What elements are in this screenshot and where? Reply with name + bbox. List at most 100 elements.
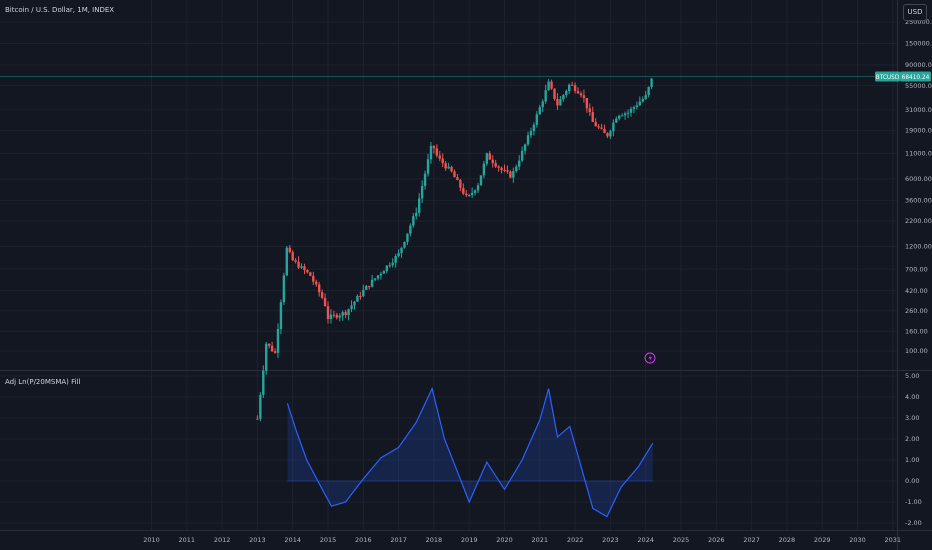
candle-body bbox=[500, 167, 503, 171]
candle-body bbox=[644, 95, 647, 99]
candle-body bbox=[550, 81, 553, 89]
candle-body bbox=[394, 256, 397, 263]
candle bbox=[423, 170, 427, 190]
candle bbox=[623, 111, 627, 120]
candle bbox=[553, 88, 556, 101]
candle bbox=[556, 93, 559, 110]
candle-body bbox=[297, 261, 300, 268]
candle-body bbox=[479, 175, 483, 186]
candle-body bbox=[444, 163, 447, 169]
candle bbox=[479, 175, 483, 186]
candle-body bbox=[262, 370, 265, 395]
candle bbox=[376, 275, 380, 281]
candle bbox=[576, 87, 580, 94]
candle-body bbox=[323, 297, 327, 307]
price-tick-label: 420.00 bbox=[905, 287, 928, 295]
price-tick-label: 19000.00 bbox=[905, 127, 932, 135]
time-tick-label: 2021 bbox=[532, 536, 549, 544]
candle-body bbox=[629, 108, 633, 113]
candle bbox=[265, 342, 268, 375]
candle-body bbox=[491, 159, 494, 164]
candle-body bbox=[415, 212, 418, 217]
candle-body bbox=[385, 265, 389, 272]
candle-body bbox=[620, 115, 624, 117]
candle bbox=[338, 313, 341, 322]
candle bbox=[279, 299, 283, 335]
time-tick-label: 2029 bbox=[814, 536, 831, 544]
candle-body bbox=[294, 260, 297, 262]
candle bbox=[494, 159, 497, 168]
time-tick-label: 2031 bbox=[885, 536, 902, 544]
candle-body bbox=[423, 173, 427, 187]
candle bbox=[532, 122, 536, 136]
candle bbox=[506, 165, 509, 174]
currency-button[interactable]: USD bbox=[903, 4, 927, 21]
time-tick-label: 2020 bbox=[496, 536, 513, 544]
price-tick-label: 90000.00 bbox=[905, 61, 932, 69]
candle-body bbox=[447, 166, 450, 169]
price-tick-label: 260.00 bbox=[905, 307, 928, 315]
candle-body bbox=[341, 312, 344, 316]
candle bbox=[332, 310, 336, 318]
candle bbox=[644, 90, 647, 100]
candle-body bbox=[465, 193, 468, 196]
candle bbox=[417, 192, 421, 217]
candle bbox=[529, 127, 533, 139]
candle bbox=[612, 119, 615, 137]
indicator-tick-label: -2.00 bbox=[905, 519, 922, 527]
candle bbox=[459, 178, 462, 192]
price-tick-label: 100.00 bbox=[905, 347, 928, 355]
time-tick-label: 2013 bbox=[249, 536, 266, 544]
candle-body bbox=[553, 88, 556, 99]
price-tick-label: 3600.00 bbox=[905, 197, 932, 205]
candle-body bbox=[353, 301, 356, 306]
candle bbox=[409, 223, 412, 237]
time-tick-label: 2010 bbox=[143, 536, 160, 544]
candle bbox=[329, 309, 333, 324]
candle bbox=[618, 114, 621, 121]
candle-body bbox=[356, 295, 359, 302]
candle bbox=[291, 250, 294, 262]
candle-body bbox=[612, 122, 615, 132]
candle bbox=[638, 96, 642, 106]
candle-body bbox=[503, 170, 506, 172]
candle-body bbox=[306, 270, 309, 273]
candle bbox=[585, 97, 589, 113]
candle-body bbox=[441, 158, 444, 164]
time-tick-label: 2011 bbox=[179, 536, 196, 544]
candle bbox=[341, 310, 344, 321]
candle-body bbox=[476, 185, 480, 191]
candle bbox=[632, 105, 636, 114]
candle-body bbox=[409, 225, 412, 234]
candle-body bbox=[585, 97, 589, 109]
candle-body bbox=[568, 84, 571, 92]
candle bbox=[568, 83, 571, 95]
price-tick-label: 11000.00 bbox=[905, 150, 932, 158]
candle bbox=[538, 104, 541, 115]
candle bbox=[591, 106, 594, 123]
candle bbox=[482, 160, 486, 179]
candle-body bbox=[520, 150, 524, 161]
candle-body bbox=[388, 265, 391, 267]
candle-body bbox=[412, 216, 415, 226]
candle-body bbox=[273, 351, 277, 353]
candle bbox=[323, 293, 327, 307]
candle-body bbox=[632, 107, 636, 109]
candle-body bbox=[650, 78, 653, 88]
candle-body bbox=[326, 306, 330, 320]
time-tick-label: 2028 bbox=[779, 536, 796, 544]
candle bbox=[362, 284, 365, 298]
candle bbox=[476, 182, 480, 194]
candle-body bbox=[647, 87, 650, 96]
candle bbox=[579, 91, 583, 98]
candle bbox=[515, 164, 518, 173]
time-tick-label: 2019 bbox=[461, 536, 478, 544]
time-tick-label: 2012 bbox=[214, 536, 231, 544]
candle-body bbox=[315, 281, 318, 285]
candle-body bbox=[635, 105, 639, 108]
candle bbox=[509, 170, 512, 179]
candle bbox=[267, 343, 271, 349]
indicator-tick-label: 3.00 bbox=[905, 414, 919, 422]
last-price-badge bbox=[900, 71, 931, 82]
